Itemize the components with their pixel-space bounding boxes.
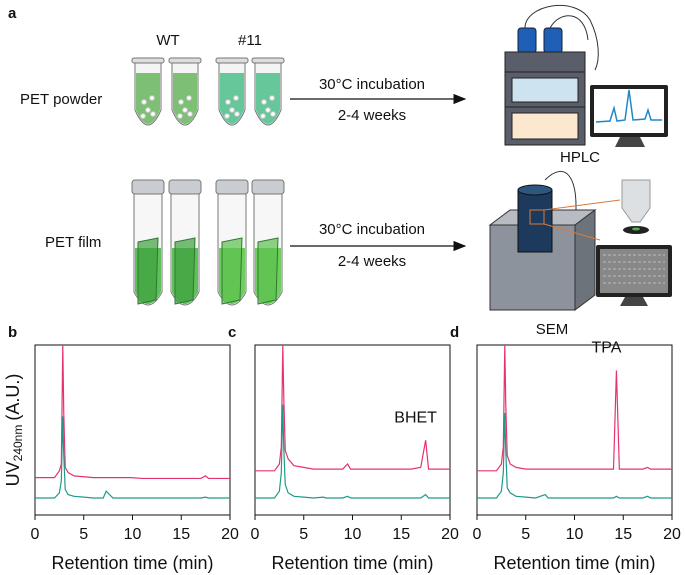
powder-particle [234, 111, 240, 117]
x-tick-label: 10 [124, 526, 142, 543]
y-label-unit: (A.U.) [3, 374, 23, 421]
powder-particle [261, 99, 267, 105]
x-tick-label: 5 [299, 526, 308, 543]
panel-label: d [450, 324, 459, 341]
panel-label: c [228, 324, 236, 341]
powder-particle [265, 107, 271, 113]
tube-liquid [173, 73, 197, 124]
powder-particle [182, 107, 188, 113]
instrument-label: SEM [536, 321, 569, 338]
x-tick-label: 0 [251, 526, 260, 543]
pet-film [137, 237, 159, 305]
powder-particle [177, 113, 183, 119]
tube-liquid [256, 73, 280, 124]
powder-tube [168, 57, 202, 126]
film-tube [251, 179, 285, 306]
x-tick-label: 0 [31, 526, 40, 543]
tube-rim [131, 57, 165, 64]
x-tick-label: 5 [79, 526, 88, 543]
trace [35, 416, 230, 499]
condition: 30°C incubation [319, 221, 425, 238]
powder-particle [150, 111, 156, 117]
x-tick-label: 15 [614, 526, 632, 543]
tube-cap [131, 179, 165, 195]
sem-icon [488, 170, 672, 311]
film-tube [168, 179, 202, 306]
pet-film [221, 237, 243, 305]
powder-particle [233, 95, 239, 101]
hplc-icon [504, 5, 668, 147]
powder-tube [251, 57, 285, 126]
instrument-label: HPLC [560, 149, 600, 166]
tube-rim [168, 57, 202, 64]
powder-particle [187, 111, 193, 117]
x-tick-label: 0 [473, 526, 482, 543]
powder-particle [141, 99, 147, 105]
sample-label: PET powder [20, 91, 102, 108]
trace [255, 404, 450, 499]
group-label: WT [156, 32, 179, 49]
powder-particle [149, 95, 155, 101]
sample-label: PET film [45, 234, 101, 251]
x-axis-label: Retention time (min) [51, 553, 213, 573]
x-axis-label: Retention time (min) [493, 553, 655, 573]
x-tick-label: 20 [663, 526, 681, 543]
tube-liquid [136, 73, 160, 124]
powder-tube [131, 57, 165, 126]
pet-film [174, 237, 196, 305]
trace [477, 412, 672, 499]
x-tick-label: 10 [344, 526, 362, 543]
powder-particle [140, 113, 146, 119]
x-tick-label: 10 [566, 526, 584, 543]
x-tick-label: 20 [221, 526, 239, 543]
trace [35, 344, 230, 480]
peak-annotation: BHET [394, 409, 437, 426]
powder-particle [225, 99, 231, 105]
x-axis-label: Retention time (min) [271, 553, 433, 573]
y-axis-label: UV240nm (A.U.) [3, 374, 25, 487]
duration: 2-4 weeks [338, 107, 406, 124]
powder-tube [215, 57, 249, 126]
tube-cap [251, 179, 285, 195]
y-label-main: UV [3, 461, 23, 486]
tube-cap [215, 179, 249, 195]
trace [477, 344, 672, 472]
powder-particle [224, 113, 230, 119]
trace [255, 344, 450, 472]
film-tube [131, 179, 165, 306]
panel-label: a [8, 5, 17, 22]
powder-particle [269, 95, 275, 101]
peak-annotation: TPA [591, 340, 621, 357]
film-tube [215, 179, 249, 306]
tube-liquid [220, 73, 244, 124]
tube-rim [251, 57, 285, 64]
powder-particle [270, 111, 276, 117]
x-tick-label: 20 [441, 526, 459, 543]
x-tick-label: 15 [392, 526, 410, 543]
group-label: #11 [238, 32, 262, 49]
powder-particle [186, 95, 192, 101]
x-tick-label: 15 [172, 526, 190, 543]
condition: 30°C incubation [319, 76, 425, 93]
powder-particle [260, 113, 266, 119]
x-tick-label: 5 [521, 526, 530, 543]
tube-cap [168, 179, 202, 195]
tube-rim [215, 57, 249, 64]
powder-particle [229, 107, 235, 113]
y-label-sub: 240nm [11, 425, 25, 462]
duration: 2-4 weeks [338, 253, 406, 270]
pet-film [257, 237, 279, 305]
panel-label: b [8, 324, 17, 341]
powder-particle [145, 107, 151, 113]
powder-particle [178, 99, 184, 105]
